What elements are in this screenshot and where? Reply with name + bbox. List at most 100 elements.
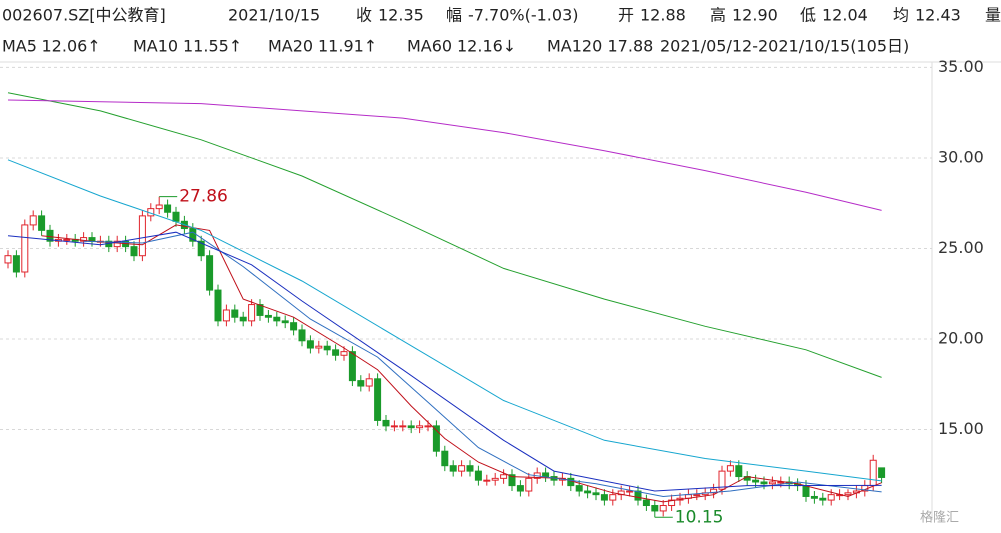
chart-title: 002607.SZ[中公教育] xyxy=(2,6,166,25)
candle-body xyxy=(138,215,146,257)
candle-body xyxy=(130,246,138,257)
candle-body xyxy=(323,345,331,351)
candle-body xyxy=(827,494,835,501)
candle-body xyxy=(390,425,398,428)
legend-value: 12.06↑ xyxy=(42,37,101,56)
candle-body xyxy=(197,240,205,257)
candle-body xyxy=(348,351,356,382)
candle-body xyxy=(516,485,524,492)
candle-body xyxy=(449,465,457,472)
candle-body xyxy=(399,425,407,428)
candle-body xyxy=(256,304,264,316)
candle-body xyxy=(802,485,810,497)
candle-body xyxy=(609,494,617,501)
legend-name: MA120 xyxy=(547,37,602,56)
ma-line xyxy=(7,99,882,211)
candle-body xyxy=(298,329,306,342)
candle-body xyxy=(626,490,634,493)
candle-body xyxy=(600,494,608,501)
ma-line xyxy=(41,224,882,503)
candle-body xyxy=(768,481,776,485)
candle-body xyxy=(584,490,592,494)
candle-body xyxy=(416,425,424,429)
annotation-label: 27.86 xyxy=(179,187,228,207)
y-tick-label: 15.00 xyxy=(938,419,984,438)
candle-body xyxy=(164,204,172,213)
candle-body xyxy=(214,289,222,322)
candle-body xyxy=(273,316,281,322)
quote-value: 12.90 xyxy=(732,6,778,25)
candle-body xyxy=(474,470,482,481)
legend-name: MA5 xyxy=(2,37,37,56)
date: 2021/10/15 xyxy=(228,6,320,25)
candle-body xyxy=(206,255,214,291)
candle-body xyxy=(281,320,289,324)
quote-label: 收 xyxy=(356,6,372,25)
candle-body xyxy=(718,470,726,490)
candle-body xyxy=(777,481,785,484)
candle-body xyxy=(374,378,382,421)
candle-body xyxy=(810,495,818,499)
candle-body xyxy=(491,477,499,481)
candle-body xyxy=(668,499,676,507)
candle-body xyxy=(189,228,197,242)
candle-body xyxy=(819,497,827,501)
quote-label: 幅 xyxy=(446,6,462,25)
candle-body xyxy=(651,505,659,512)
candle-body xyxy=(12,255,20,273)
candle-body xyxy=(365,378,373,387)
candle-body xyxy=(735,465,743,478)
candle-body xyxy=(46,229,54,242)
candle-body xyxy=(38,215,46,231)
quote-value: 12.43 xyxy=(915,6,961,25)
candle-body xyxy=(567,477,575,487)
candle-body xyxy=(844,492,852,496)
quote-label: 开 xyxy=(618,6,634,25)
candle-body xyxy=(542,472,550,478)
candle-body xyxy=(441,450,449,467)
date-range: 2021/05/12-2021/10/15(105日) xyxy=(660,37,909,56)
candle-body xyxy=(693,494,701,497)
watermark: 格隆汇 xyxy=(920,510,959,526)
legend-name: MA20 xyxy=(268,37,313,56)
candle-body xyxy=(382,419,390,427)
quote-value: 12.88 xyxy=(640,6,686,25)
candle-body xyxy=(290,322,298,331)
legend-value: 11.91↑ xyxy=(318,37,377,56)
candle-body xyxy=(113,240,121,248)
candle-body xyxy=(407,425,415,429)
candle-body xyxy=(248,304,256,322)
candle-body xyxy=(315,345,323,349)
ma-line xyxy=(7,231,882,492)
legend-value: 11.55↑ xyxy=(183,37,242,56)
candle-body xyxy=(239,316,247,322)
quote-value: 12.04 xyxy=(822,6,868,25)
candle-body xyxy=(575,485,583,492)
candle-body xyxy=(659,505,667,512)
candle-body xyxy=(726,465,734,472)
candle-body xyxy=(264,314,272,318)
candle-body xyxy=(458,465,466,472)
ma-line xyxy=(7,92,882,378)
candle-body xyxy=(306,340,314,349)
quote-value: 12.35 xyxy=(378,6,424,25)
candle-body xyxy=(878,467,886,478)
quote-label: 高 xyxy=(710,6,726,25)
ma-line xyxy=(83,231,882,498)
candle-body xyxy=(340,351,348,356)
candle-body xyxy=(752,479,760,483)
candle-body xyxy=(500,474,508,479)
y-tick-label: 25.00 xyxy=(938,238,984,257)
candle-body xyxy=(466,465,474,472)
quote-label: 量 xyxy=(985,6,1001,25)
candle-body xyxy=(525,477,533,492)
candle-body xyxy=(642,499,650,507)
y-tick-label: 35.00 xyxy=(938,57,984,76)
legend-name: MA10 xyxy=(133,37,178,56)
candle-body xyxy=(222,309,230,322)
ma-line xyxy=(7,159,882,482)
candle-body xyxy=(29,215,37,226)
candle-body xyxy=(760,481,768,485)
candle-body xyxy=(332,349,340,356)
